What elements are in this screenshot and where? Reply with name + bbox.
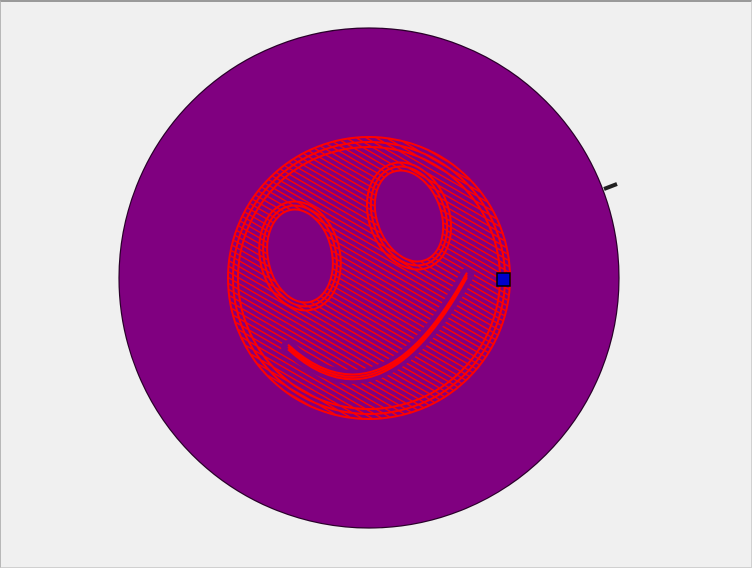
hatch-line <box>229 160 509 418</box>
hatch-line <box>229 234 509 418</box>
hatch-line <box>229 138 509 418</box>
hatch-line <box>229 138 509 327</box>
hatch-line <box>229 216 509 418</box>
hatch-line <box>229 138 509 322</box>
hatch-line <box>229 191 509 418</box>
left-eye-hole <box>266 208 334 304</box>
hatch-line <box>229 138 509 418</box>
square-marker-icon[interactable] <box>496 272 511 287</box>
hatch-line <box>229 173 509 418</box>
hatch-line <box>229 199 509 418</box>
hatch-line <box>229 138 509 418</box>
hatch-line <box>229 238 509 418</box>
right-eye-hole <box>373 169 445 263</box>
hatch-line <box>229 165 509 418</box>
hatch-line <box>229 225 509 418</box>
hatch-line <box>229 138 509 318</box>
hatch-line <box>229 169 509 418</box>
hatch-line <box>229 138 509 418</box>
hatch-line <box>229 182 509 418</box>
hatch-line <box>229 143 509 418</box>
hatch-line <box>229 156 509 418</box>
hatch-line <box>229 221 509 418</box>
hatch-line <box>229 138 509 331</box>
origin-tick-icon <box>603 182 618 191</box>
hatch-line <box>229 138 509 418</box>
hatch-line <box>229 178 509 418</box>
hatch-line <box>229 147 509 418</box>
hatch-line <box>229 152 509 418</box>
hatch-line <box>229 186 509 418</box>
hatch-line <box>229 138 509 418</box>
hatch-line <box>229 138 509 417</box>
mouth-shell <box>287 272 468 376</box>
hatch-line <box>229 138 509 418</box>
mouth-shell <box>287 276 468 381</box>
hatch-line <box>229 229 509 418</box>
mouth-shell <box>287 274 468 378</box>
hatch-line <box>229 139 509 418</box>
hatch-line <box>229 138 509 418</box>
hatch-line <box>229 195 509 418</box>
hatch-line <box>229 138 509 418</box>
